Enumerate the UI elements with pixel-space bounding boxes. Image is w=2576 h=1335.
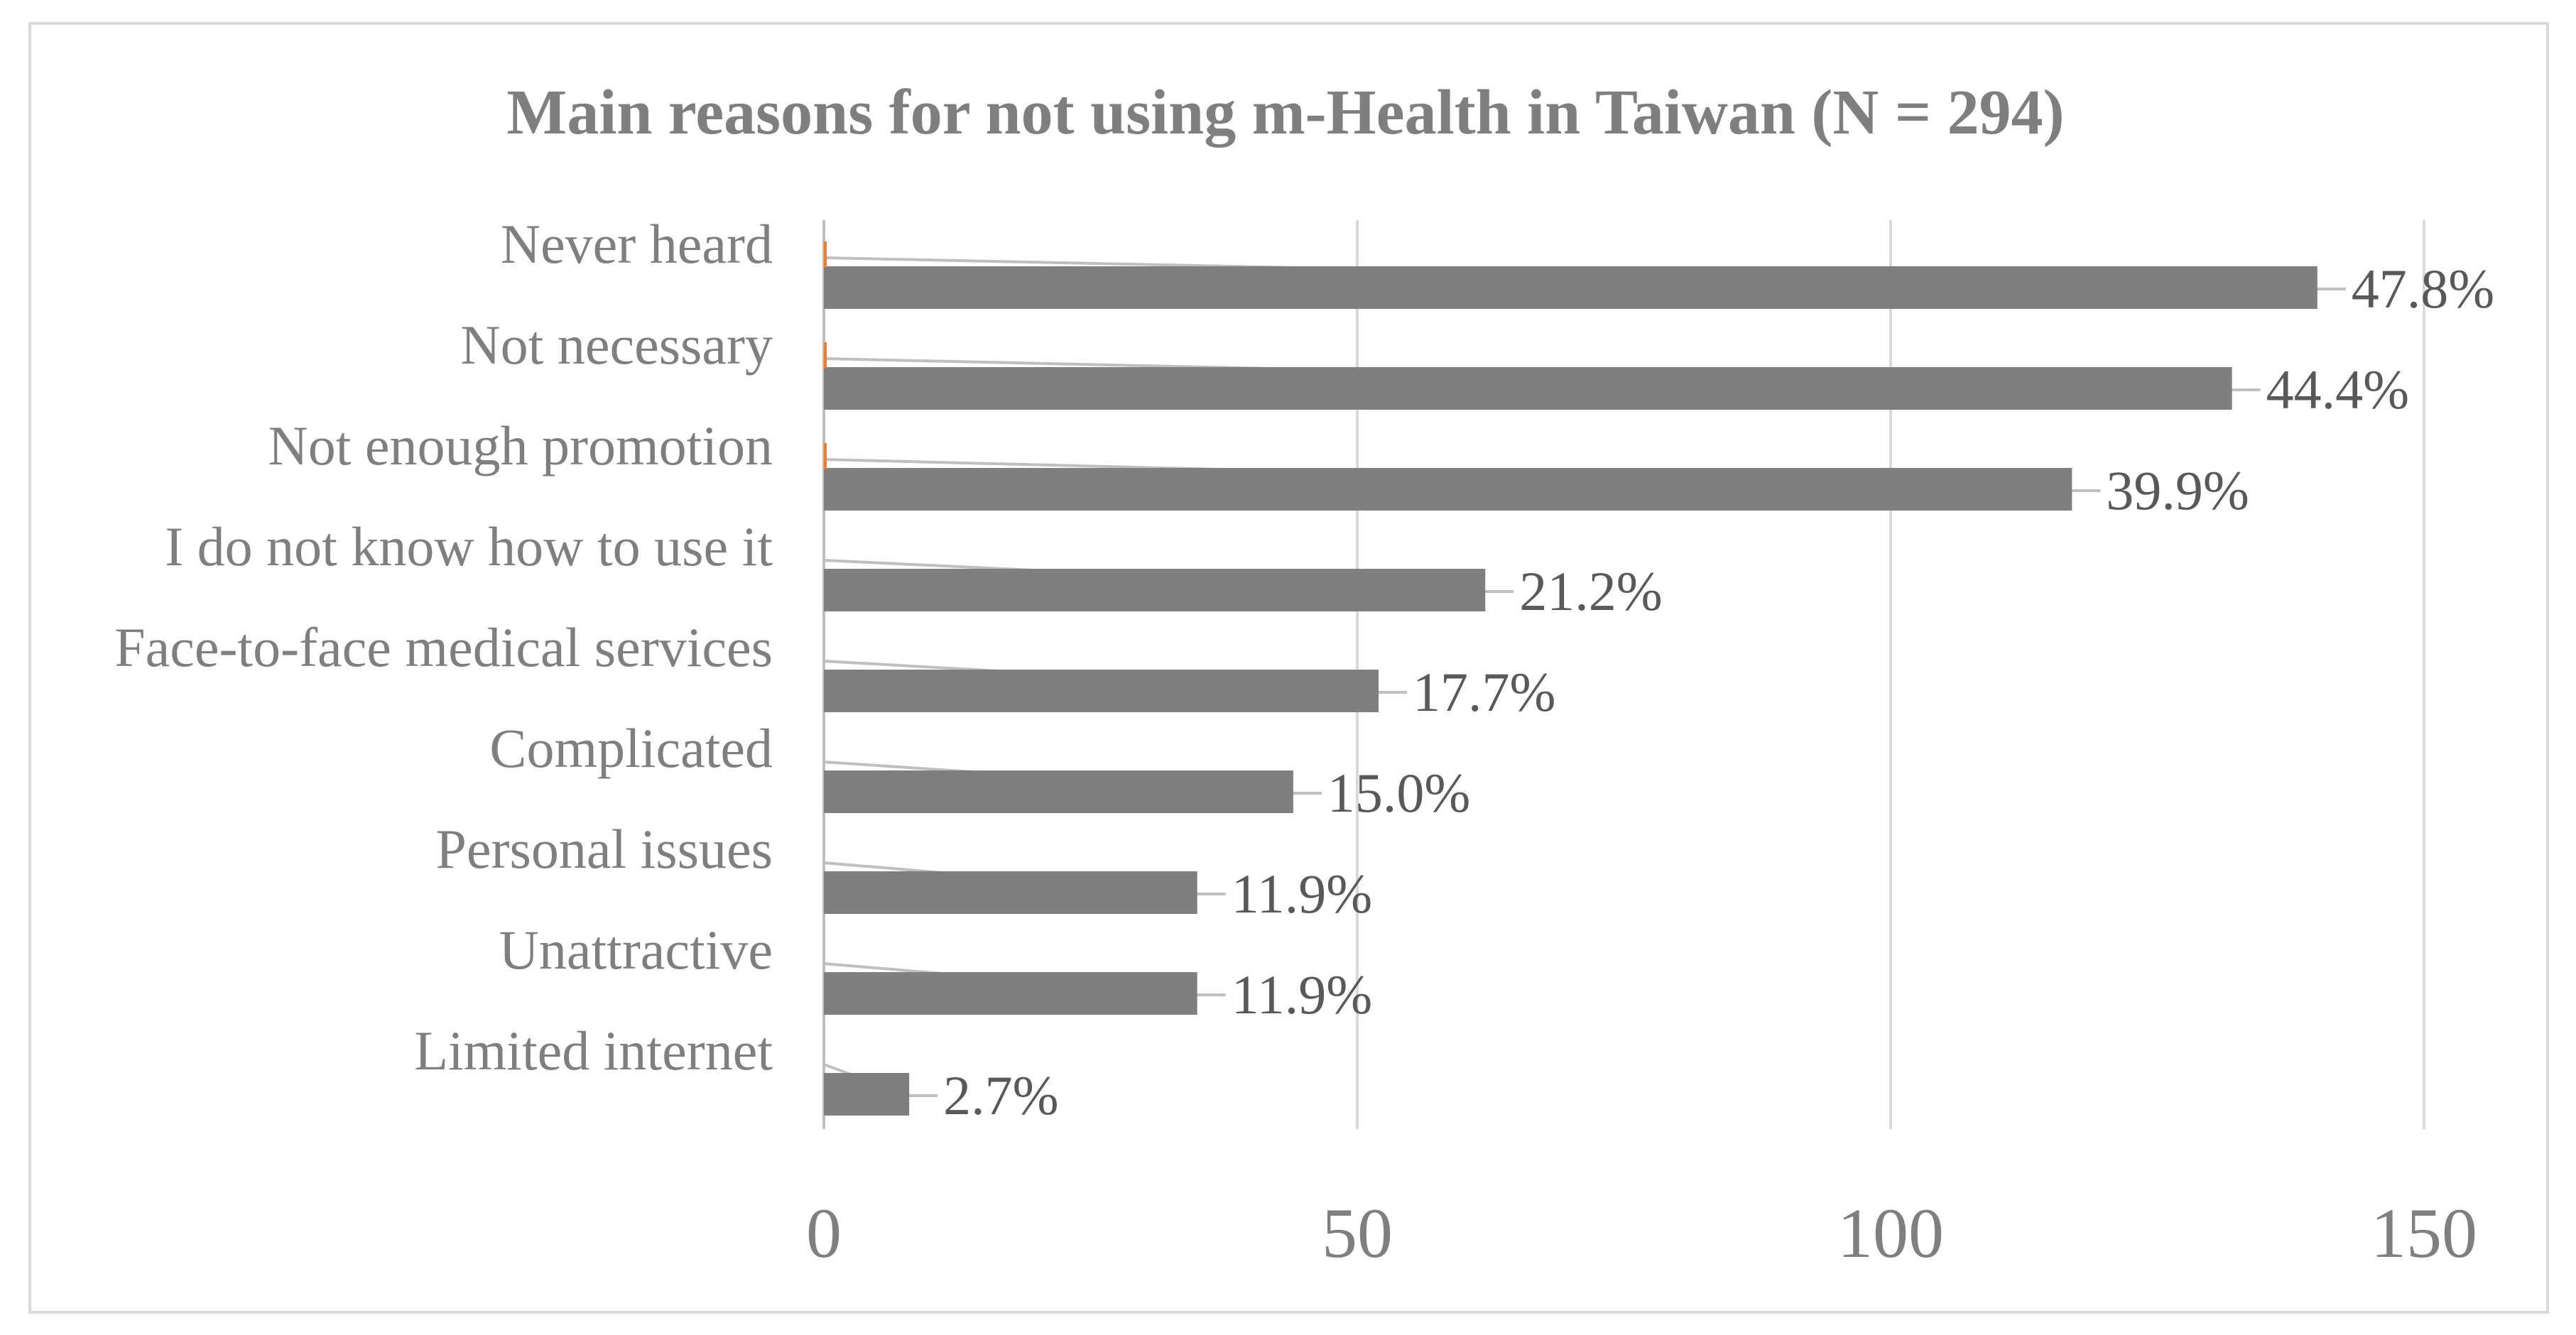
data-label: 11.9% [1232, 964, 1373, 1025]
chart-title: Main reasons for not using m-Health in T… [506, 77, 2064, 148]
data-labels: 47.8% 44.4% 39.9% 21.2% 17.7% 15.0% 11.9% 11.9%… [943, 258, 2494, 1126]
category-label: Limited internet [414, 1020, 773, 1081]
category-label: Personal issues [436, 818, 773, 880]
x-tick-label: 100 [1837, 1194, 1944, 1273]
bar [824, 770, 1293, 813]
data-label: 17.7% [1413, 661, 1555, 723]
data-label: 21.2% [1519, 560, 1662, 622]
bar [824, 367, 2232, 410]
data-label: 2.7% [943, 1064, 1058, 1126]
x-tick-label: 0 [806, 1194, 842, 1273]
x-axis-ticks: 0 50 100 150 [806, 1194, 2477, 1273]
bar [824, 266, 2317, 309]
data-label: 15.0% [1327, 762, 1470, 824]
category-label: Complicated [489, 717, 773, 779]
bar [824, 1073, 910, 1116]
category-label: Never heard [501, 213, 773, 275]
data-label: 44.4% [2266, 359, 2409, 420]
bar [824, 871, 1197, 914]
category-label: I do not know how to use it [165, 516, 773, 577]
bar [824, 670, 1379, 712]
bar [824, 468, 2072, 511]
category-label: Unattractive [499, 919, 773, 981]
category-label: Not enough promotion [268, 415, 773, 476]
category-label: Face-to-face medical services [114, 616, 773, 678]
chart-border [28, 22, 2549, 1314]
data-label: 11.9% [1232, 863, 1373, 925]
bars [824, 241, 2317, 1116]
bar [824, 972, 1197, 1015]
x-tick-label: 150 [2371, 1194, 2477, 1273]
x-tick-label: 50 [1322, 1194, 1393, 1273]
data-label: 47.8% [2352, 258, 2494, 320]
data-label: 39.9% [2106, 459, 2249, 521]
category-labels: Never heard Not necessary Not enough promo… [114, 213, 773, 1081]
bar [824, 569, 1486, 611]
category-label: Not necessary [460, 314, 773, 376]
